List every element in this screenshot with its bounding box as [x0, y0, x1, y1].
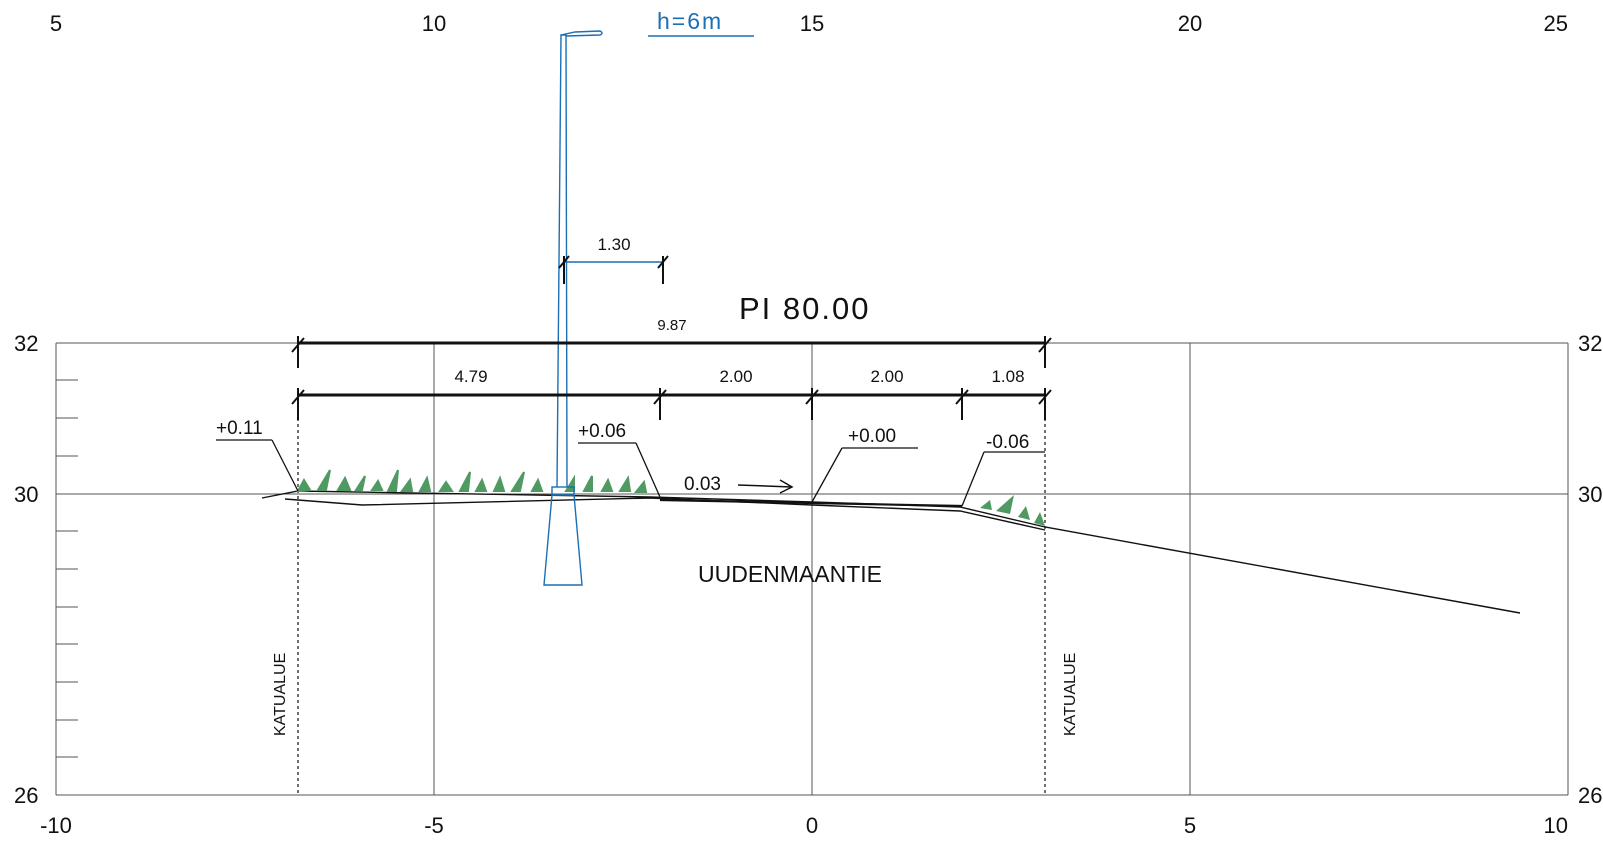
zone-label-right: KATUALUE [1062, 653, 1079, 736]
top-tick-label: 25 [1544, 11, 1568, 36]
left-tick-label: 32 [14, 331, 38, 356]
top-tick-label: 10 [422, 11, 446, 36]
elevation-label: +0.00 [848, 426, 896, 447]
pole-lamp-head [560, 30, 603, 37]
right-tick-label: 32 [1578, 331, 1602, 356]
segment-label: 2.00 [719, 367, 752, 386]
top-tick-label: 15 [800, 11, 824, 36]
elevation-labels: +0.11 +0.06 +0.00 -0.06 [216, 418, 1029, 453]
top-tick-label: 20 [1178, 11, 1202, 36]
bottom-tick-label: -5 [424, 813, 444, 838]
section-title: PI 80.00 [739, 291, 870, 326]
total-dimension-label: 9.87 [657, 317, 686, 334]
grass-right [980, 495, 1045, 526]
top-axis: 5 10 15 20 25 [50, 11, 1568, 36]
left-tick-label: 30 [14, 482, 38, 507]
bottom-axis: -10 -5 0 5 10 [40, 813, 1568, 838]
terrain-line [261, 490, 1521, 614]
segment-labels: 4.79 2.00 2.00 1.08 [454, 367, 1024, 386]
street-light-pole [543, 30, 663, 586]
left-axis: 32 30 26 [14, 331, 38, 808]
total-dimension [291, 336, 1052, 368]
road-surface [659, 498, 963, 508]
pole-foundation [543, 494, 583, 586]
left-tick-label: 26 [14, 783, 38, 808]
segment-label: 4.79 [454, 367, 487, 386]
ground-profile [261, 490, 1521, 614]
road-name-label: UUDENMAANTIE [698, 561, 882, 587]
right-tick-label: 26 [1578, 783, 1602, 808]
pole-offset-dimension [558, 255, 669, 284]
segment-label: 2.00 [870, 367, 903, 386]
top-tick-label: 5 [50, 11, 62, 36]
bottom-tick-label: 10 [1544, 813, 1568, 838]
elevation-label: -0.06 [986, 432, 1029, 453]
left-minor-ticks [56, 379, 78, 758]
right-tick-label: 30 [1578, 482, 1602, 507]
bottom-tick-label: 0 [806, 813, 818, 838]
zone-boundaries [297, 400, 1046, 795]
elevation-label: +0.11 [216, 418, 263, 439]
slope-arrow [737, 479, 794, 494]
bottom-tick-label: 5 [1184, 813, 1196, 838]
segment-label: 1.08 [991, 367, 1024, 386]
elevation-label: +0.06 [578, 421, 626, 442]
zone-label-left: KATUALUE [272, 653, 289, 736]
pole-height-label: h=6m [657, 8, 723, 34]
segment-dimension [291, 388, 1052, 420]
bottom-tick-label: -10 [40, 813, 72, 838]
pole-offset-label: 1.30 [597, 235, 630, 254]
road-base-line [284, 497, 1046, 531]
elevation-callouts [216, 439, 1045, 507]
right-axis: 32 30 26 [1578, 331, 1602, 808]
slope-label: 0.03 [684, 474, 721, 495]
grass-left [296, 469, 648, 493]
